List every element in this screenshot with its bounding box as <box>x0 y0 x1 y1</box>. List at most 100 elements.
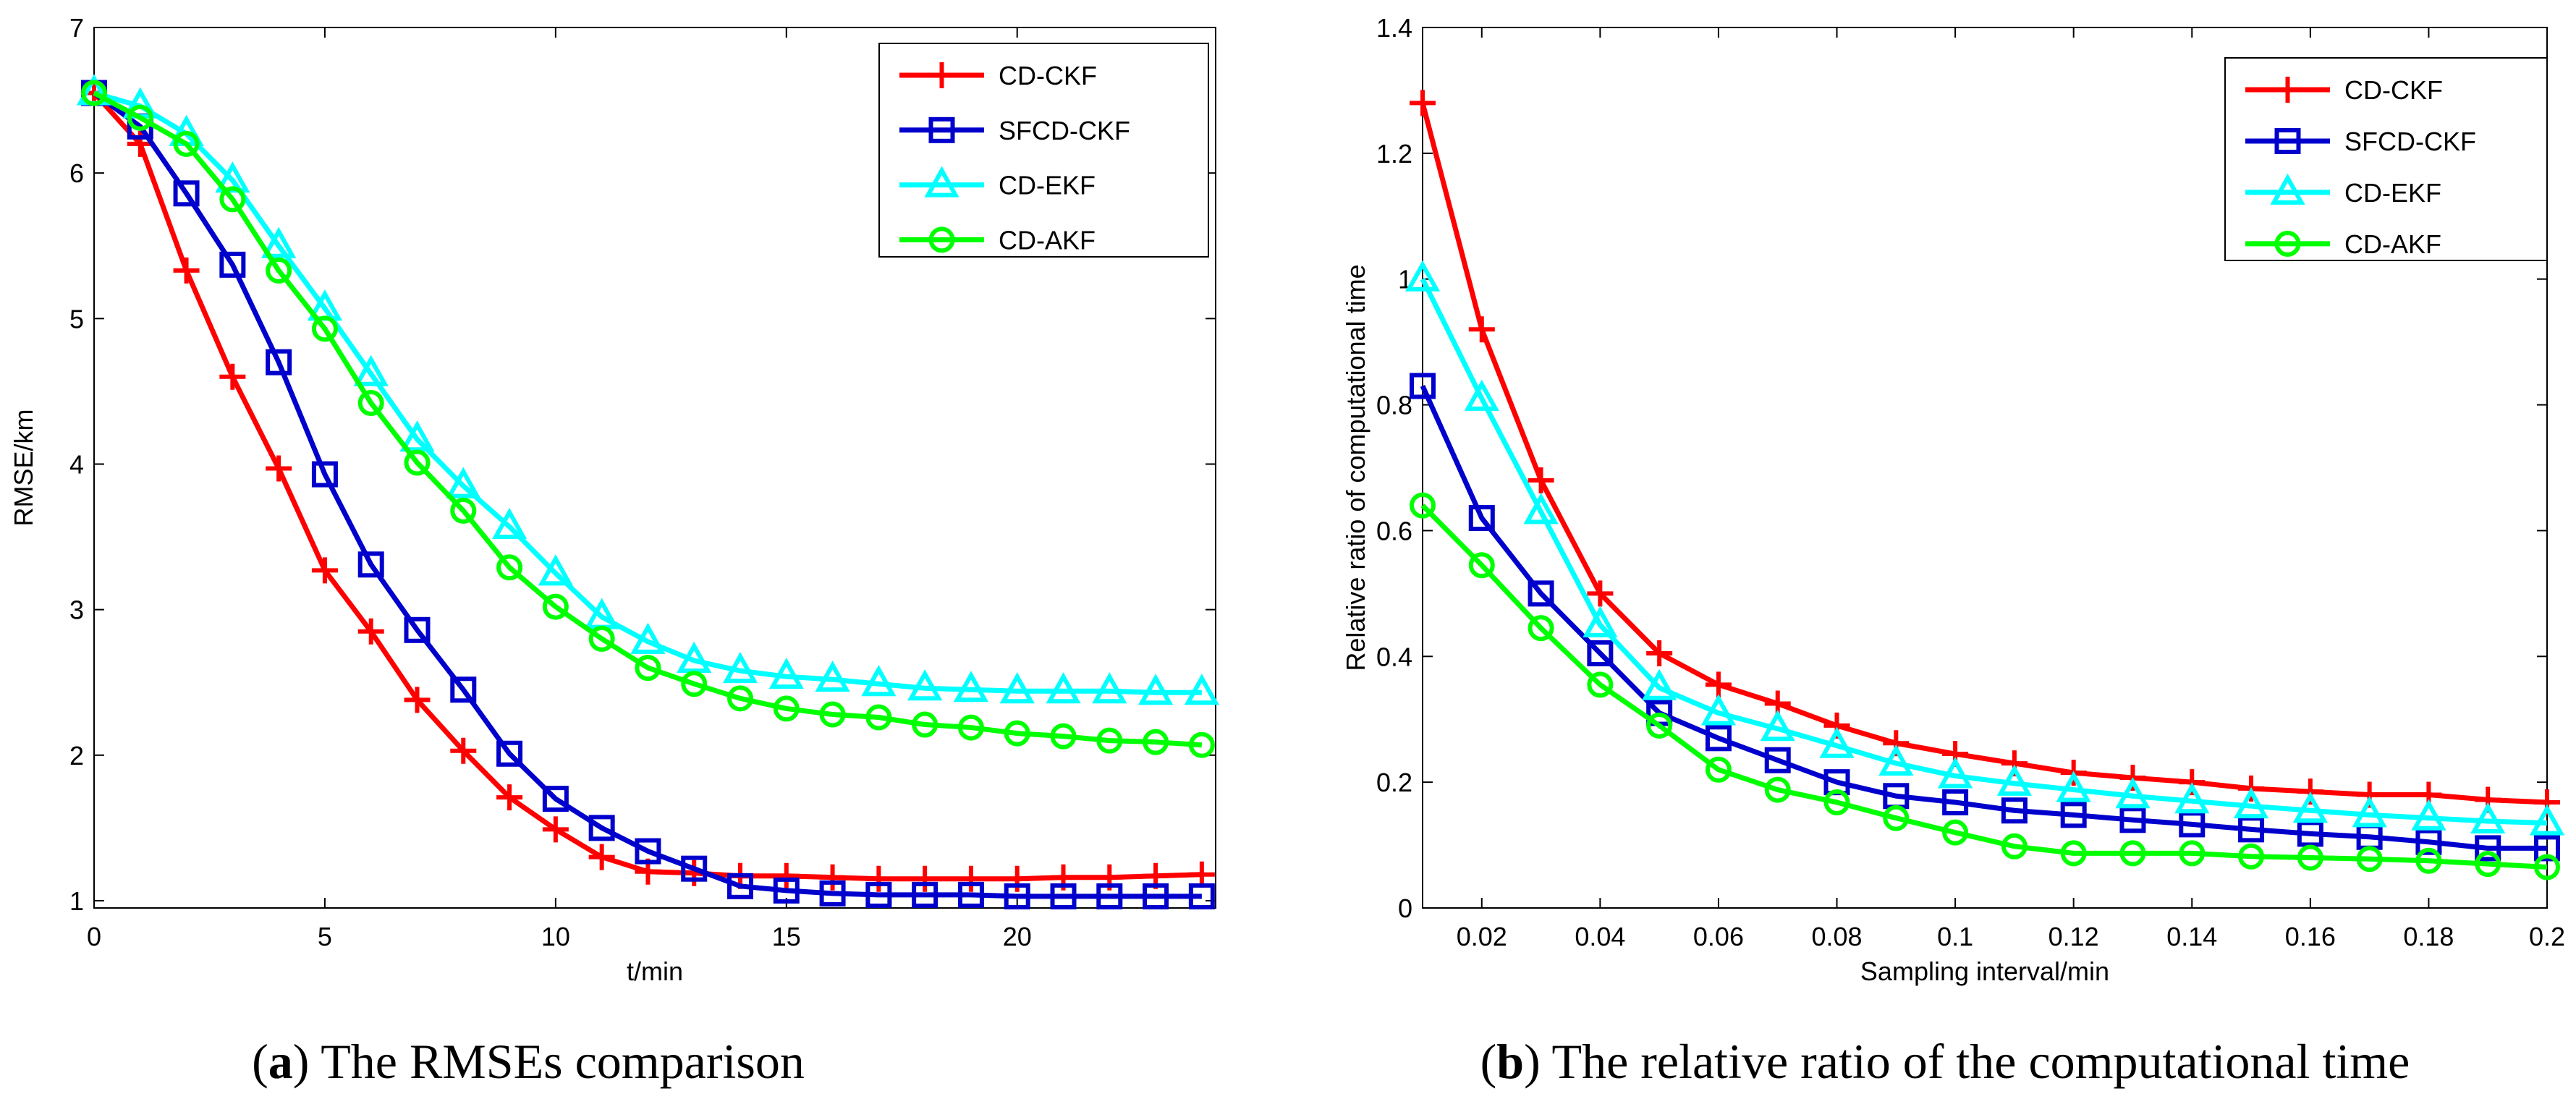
data-point <box>127 104 153 131</box>
data-point <box>2352 796 2387 828</box>
data-point <box>588 815 615 841</box>
data-point <box>1188 883 1215 909</box>
legend-label: CD-AKF <box>999 225 1096 255</box>
series-CD-EKF <box>1404 260 2565 836</box>
data-point <box>2475 835 2501 862</box>
data-point <box>957 881 984 908</box>
data-point <box>1184 674 1219 705</box>
x-tick-label: 0.06 <box>1693 922 1744 951</box>
data-point <box>1705 725 1732 752</box>
data-point <box>2534 854 2560 880</box>
data-point <box>1143 729 1169 755</box>
legend-box <box>878 43 1209 258</box>
data-point <box>219 251 246 278</box>
data-point <box>219 186 246 213</box>
data-point <box>1996 764 2033 796</box>
data-point <box>1464 379 1499 411</box>
y-tick-label: 6 <box>69 158 84 188</box>
data-point <box>266 257 292 284</box>
legend-entry: CD-AKF <box>899 225 1096 255</box>
legend-entry: CD-AKF <box>2245 229 2441 259</box>
data-point <box>865 704 892 731</box>
x-tick-label: 15 <box>772 922 801 951</box>
data-point <box>496 784 523 811</box>
y-tick-label: 0.2 <box>1376 768 1412 797</box>
data-point <box>1760 710 1795 742</box>
data-point <box>2115 777 2151 809</box>
data-point <box>1883 805 1910 831</box>
data-point <box>173 180 200 207</box>
series-line <box>93 90 1202 695</box>
data-point <box>2238 816 2265 843</box>
data-point <box>1705 671 1732 698</box>
data-point <box>399 420 435 452</box>
data-point <box>1096 727 1123 754</box>
data-point <box>353 355 389 386</box>
data-point <box>999 672 1035 704</box>
x-tick-label: 0.14 <box>2166 922 2217 951</box>
y-axis-label: RMSE/km <box>9 409 38 527</box>
data-point <box>773 695 800 722</box>
y-tick-label: 0.4 <box>1376 642 1412 671</box>
data-point <box>819 701 846 728</box>
data-point <box>722 651 758 684</box>
caption-b-letter: b <box>1496 1034 1524 1089</box>
data-point <box>81 80 107 106</box>
data-point <box>496 740 523 767</box>
data-point <box>1587 671 1614 698</box>
data-point <box>2292 791 2328 823</box>
data-point <box>1764 747 1791 773</box>
data-point <box>1050 883 1077 909</box>
data-point <box>815 661 850 692</box>
data-point <box>635 655 661 682</box>
data-point <box>1528 580 1554 607</box>
x-tick-label: 0.04 <box>1575 922 1625 951</box>
legend-marker <box>2274 77 2301 103</box>
data-point <box>912 881 939 908</box>
data-point <box>865 881 892 908</box>
legend-entry: CD-EKF <box>2245 173 2441 208</box>
data-point <box>1705 756 1732 783</box>
data-point <box>2411 799 2446 831</box>
data-point <box>819 864 846 891</box>
legend-entry: CD-CKF <box>899 61 1097 90</box>
data-point <box>1188 731 1215 758</box>
data-point <box>1700 694 1737 726</box>
data-point <box>2119 807 2146 833</box>
series-CD-AKF <box>1410 492 2560 880</box>
data-point <box>1004 720 1030 747</box>
legend-marker <box>2270 173 2305 205</box>
data-point <box>2475 851 2501 878</box>
data-point <box>2529 804 2565 836</box>
caption-a: (a) The RMSEs comparison <box>252 1034 805 1089</box>
y-tick-label: 7 <box>69 13 84 43</box>
data-point <box>1046 672 1081 704</box>
data-point <box>2297 820 2323 847</box>
x-tick-label: 0.16 <box>2285 922 2336 951</box>
data-point <box>630 622 666 654</box>
data-point <box>2470 802 2506 834</box>
data-point <box>2297 844 2323 871</box>
data-point <box>1137 674 1174 705</box>
data-point <box>219 363 246 390</box>
data-point <box>2060 802 2087 828</box>
data-point <box>1468 316 1495 343</box>
y-axis-label: Relative ratio of computational time <box>1341 264 1370 671</box>
y-tick-label: 0.6 <box>1376 516 1412 546</box>
data-point <box>261 226 297 258</box>
legend-label: SFCD-CKF <box>999 116 1130 145</box>
series-line <box>93 90 1203 748</box>
data-point <box>727 685 754 712</box>
data-point <box>768 658 804 689</box>
data-point <box>907 669 943 701</box>
data-point <box>773 877 800 904</box>
data-point <box>1819 726 1855 758</box>
legend-label: CD-CKF <box>999 61 1097 90</box>
data-point <box>357 389 384 416</box>
data-point <box>1583 606 1618 637</box>
legend-marker <box>928 62 955 88</box>
data-point <box>1878 744 1914 776</box>
data-point <box>1937 757 1973 789</box>
y-tick-label: 0 <box>1398 894 1412 923</box>
data-point <box>1092 672 1127 704</box>
